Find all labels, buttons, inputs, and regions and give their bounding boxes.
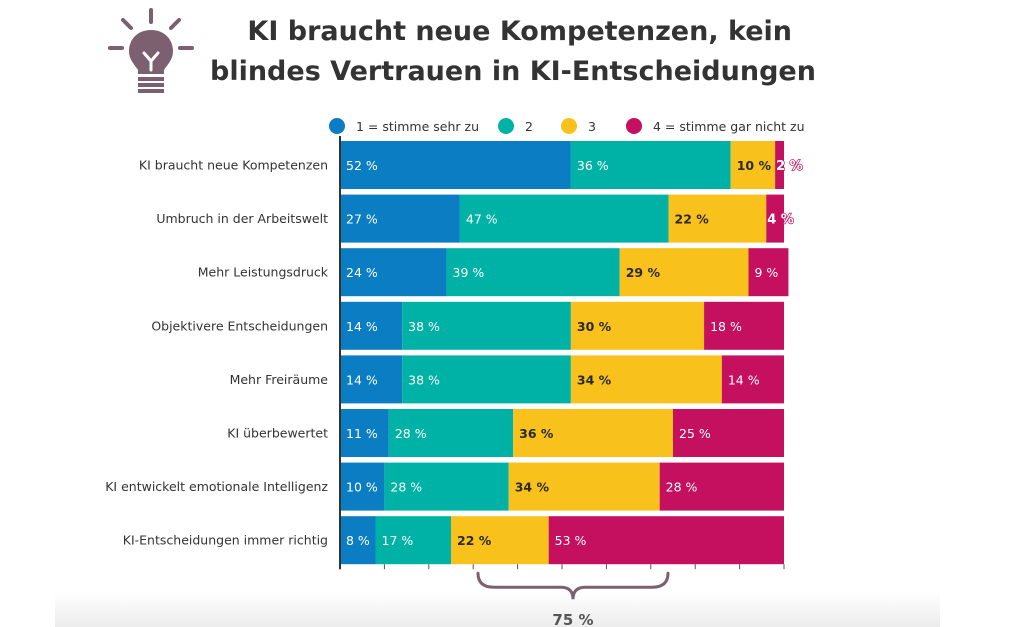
bar-segment: [570, 141, 731, 189]
data-label: 53 %: [555, 533, 587, 548]
category-label: KI entwickelt emotionale Intelligenz: [105, 479, 328, 494]
legend-marker: [498, 118, 514, 134]
bar-segment: [721, 355, 784, 404]
bar-segment: [730, 141, 776, 189]
data-label: 10 %: [346, 480, 378, 495]
data-label: 11 %: [346, 426, 378, 441]
data-label: 34 %: [577, 372, 612, 387]
data-label: 38 %: [408, 319, 440, 334]
category-label: KI braucht neue Kompetenzen: [139, 158, 328, 173]
lightbulb-icon: [108, 8, 194, 93]
data-label: 10 %: [737, 158, 772, 173]
bar-segment: [384, 462, 509, 511]
data-label: 2 %: [776, 159, 803, 174]
bar-segment: [375, 516, 451, 565]
data-label: 27 %: [346, 212, 378, 227]
data-label: 22 %: [457, 533, 492, 548]
bar-segment: [570, 355, 722, 404]
bar-segment: [775, 141, 784, 189]
data-label: 18 %: [710, 319, 742, 334]
legend-marker: [329, 118, 345, 134]
category-label: KI überbewertet: [227, 426, 328, 441]
data-label: 22 %: [675, 212, 710, 227]
bar-segment: [340, 409, 389, 457]
data-label: 17 %: [382, 533, 414, 548]
bar-segment: [340, 462, 385, 511]
data-label: 38 %: [408, 372, 440, 387]
bar-segment: [459, 194, 669, 243]
bar-segment: [570, 301, 705, 350]
data-label: 9 %: [754, 265, 778, 280]
bar-segment: [659, 462, 784, 511]
data-label: 25 %: [679, 426, 711, 441]
data-label: 34 %: [515, 480, 550, 495]
data-label: 30 %: [577, 319, 612, 334]
data-label: 39 %: [453, 265, 485, 280]
annotation-label: 75 %: [552, 611, 593, 627]
data-label: 8 %: [346, 533, 370, 548]
bar-segment: [668, 194, 767, 243]
chart-title-line-2: blindes Vertrauen in KI-Entscheidungen: [210, 56, 816, 87]
bar-segment: [704, 301, 784, 350]
data-label: 29 %: [626, 265, 661, 280]
bar-segment: [619, 248, 749, 297]
bar-segment: [508, 462, 660, 511]
data-label: 28 %: [666, 480, 698, 495]
data-label: 36 %: [519, 426, 554, 441]
data-label: 24 %: [346, 265, 378, 280]
category-label: Umbruch in der Arbeitswelt: [156, 211, 328, 226]
bar-segment: [766, 194, 784, 243]
legend-marker: [626, 118, 642, 134]
category-label: Mehr Leistungsdruck: [198, 265, 329, 280]
bar-segment: [340, 194, 460, 243]
bottom-shadow: [55, 592, 940, 627]
legend-label: 1 = stimme sehr zu: [356, 119, 479, 134]
legend-label: 3: [588, 119, 596, 134]
legend-marker: [561, 118, 577, 134]
bar-segment: [451, 516, 549, 565]
bar-segment: [513, 409, 673, 457]
data-label: 4 %: [767, 213, 794, 228]
bar-segment: [340, 301, 403, 350]
bar-segment: [340, 141, 571, 189]
chart-title-line-1: KI braucht neue Kompetenzen, kein: [247, 16, 792, 47]
data-label: 14 %: [728, 372, 760, 387]
bar-segment: [402, 301, 571, 350]
bar-segment: [548, 516, 784, 565]
data-label: 14 %: [346, 372, 378, 387]
bar-segment: [388, 409, 514, 457]
bar-segment: [748, 248, 789, 297]
data-label: 47 %: [466, 212, 498, 227]
bar-segment: [446, 248, 620, 297]
data-label: 52 %: [346, 158, 378, 173]
data-label: 14 %: [346, 319, 378, 334]
category-label: Mehr Freiräume: [230, 372, 329, 387]
legend-label: 4 = stimme gar nicht zu: [653, 119, 805, 134]
legend-label: 2: [525, 119, 533, 134]
annotation-brace: [476, 571, 670, 600]
category-label: KI-Entscheidungen immer richtig: [123, 533, 328, 548]
data-label: 28 %: [390, 480, 422, 495]
bar-segment: [673, 409, 784, 457]
data-label: 28 %: [395, 426, 427, 441]
data-label: 36 %: [577, 158, 609, 173]
bar-segment: [340, 248, 447, 297]
bar-segment: [402, 355, 571, 404]
bar-segment: [340, 355, 403, 404]
bar-segment: [340, 516, 376, 565]
category-label: Objektivere Entscheidungen: [151, 318, 328, 333]
